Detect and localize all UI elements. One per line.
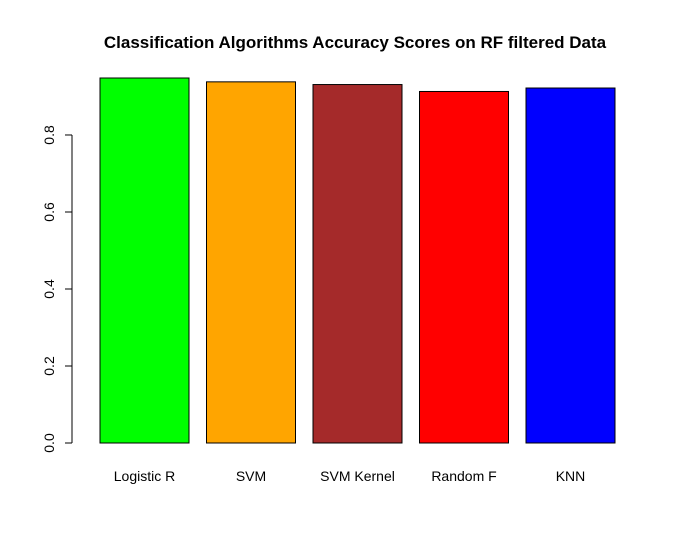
x-category-label: Random F (431, 468, 496, 484)
y-tick-label: 0.0 (41, 433, 57, 453)
y-tick-label: 0.4 (41, 279, 57, 299)
bar (419, 90, 509, 444)
bar (525, 87, 616, 444)
y-tick-label: 0.6 (41, 202, 57, 222)
x-category-label: SVM Kernel (320, 468, 395, 484)
chart-title: Classification Algorithms Accuracy Score… (104, 33, 607, 52)
bar (206, 81, 296, 444)
x-category-label: Logistic R (114, 468, 175, 484)
bar (99, 77, 190, 444)
y-tick-label: 0.2 (41, 356, 57, 376)
y-axis: 0.0 0.2 0.4 0.6 0.8 (41, 125, 73, 453)
bars (99, 77, 616, 444)
x-axis-labels: Logistic R SVM SVM Kernel Random F KNN (114, 468, 586, 484)
bar (312, 84, 403, 444)
x-category-label: KNN (556, 468, 586, 484)
x-category-label: SVM (236, 468, 266, 484)
y-tick-label: 0.8 (41, 125, 57, 145)
